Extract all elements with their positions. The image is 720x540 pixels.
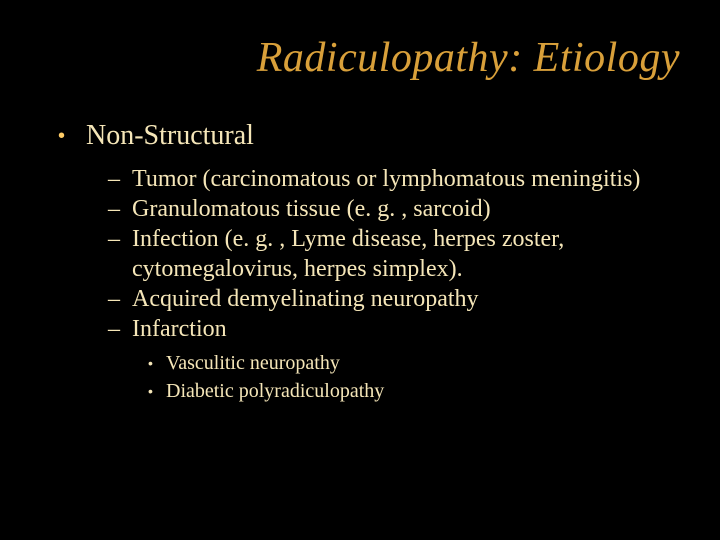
bullet-icon: • — [148, 378, 166, 404]
level2-list: – Tumor (carcinomatous or lymphomatous m… — [58, 164, 720, 404]
list-item-text: Tumor (carcinomatous or lymphomatous men… — [132, 164, 680, 194]
bullet-level1-text: Non-Structural — [86, 120, 254, 152]
list-item: • Vasculitic neuropathy — [148, 350, 720, 376]
bullet-icon: • — [58, 120, 86, 152]
level3-list: • Vasculitic neuropathy • Diabetic polyr… — [108, 344, 720, 404]
list-item-text: Acquired demyelinating neuropathy — [132, 284, 519, 314]
dash-icon: – — [108, 284, 132, 314]
list-item-text: Diabetic polyradiculopathy — [166, 378, 384, 404]
list-item: – Infection (e. g. , Lyme disease, herpe… — [108, 224, 720, 284]
list-item-text: Vasculitic neuropathy — [166, 350, 340, 376]
slide-body: • Non-Structural – Tumor (carcinomatous … — [0, 82, 720, 404]
list-item: – Acquired demyelinating neuropathy — [108, 284, 720, 314]
list-item: • Diabetic polyradiculopathy — [148, 378, 720, 404]
list-item: – Tumor (carcinomatous or lymphomatous m… — [108, 164, 720, 194]
bullet-icon: • — [148, 350, 166, 376]
dash-icon: – — [108, 314, 132, 344]
dash-icon: – — [108, 164, 132, 194]
slide: Radiculopathy: Etiology • Non-Structural… — [0, 0, 720, 540]
list-item-text: Granulomatous tissue (e. g. , sarcoid) — [132, 194, 531, 224]
list-item: – Granulomatous tissue (e. g. , sarcoid) — [108, 194, 720, 224]
dash-icon: – — [108, 224, 132, 254]
list-item-text: Infarction — [132, 314, 267, 344]
bullet-level1: • Non-Structural — [58, 120, 720, 152]
list-item: – Infarction — [108, 314, 720, 344]
dash-icon: – — [108, 194, 132, 224]
list-item-text: Infection (e. g. , Lyme disease, herpes … — [132, 224, 720, 284]
slide-title: Radiculopathy: Etiology — [0, 0, 720, 82]
